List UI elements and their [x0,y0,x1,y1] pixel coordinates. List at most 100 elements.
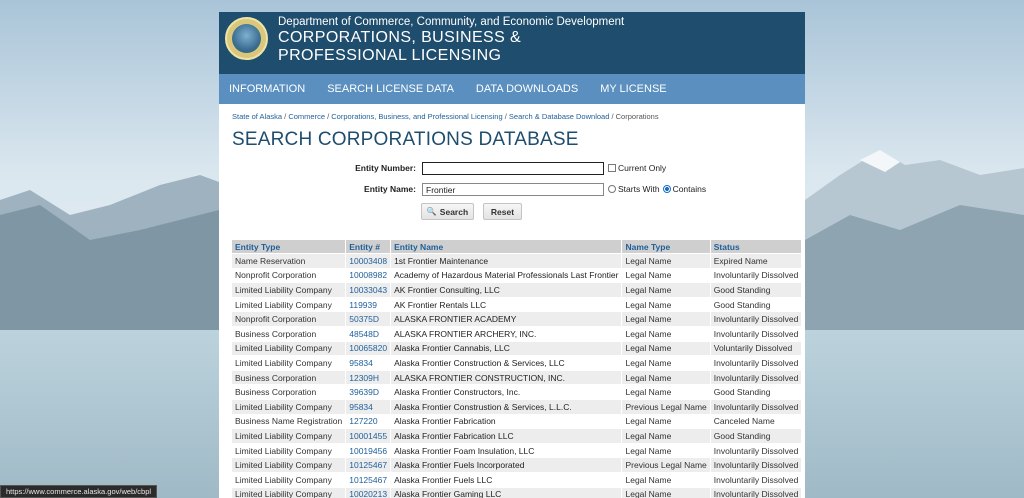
entity-type-cell: Nonprofit Corporation [230,267,347,284]
entity-type-cell: Limited Liability Company [230,398,347,415]
entity-number-link[interactable]: 12309H [349,372,380,383]
entity-number-link[interactable]: 127220 [349,416,378,427]
nav-search-license-data[interactable]: SEARCH LICENSE DATA [327,83,454,95]
table-row: Limited Liability Company 95834 Alaska Fro… [230,355,803,371]
entity-name-cell: ALASKA FRONTIER CONSTRUCTION, INC. [390,369,623,386]
site-header: Department of Commerce, Community, and E… [219,12,805,74]
status-cell: Good Standing [709,296,803,313]
entity-name-link[interactable]: Alaska Frontier Constructors, Inc. [394,387,521,398]
table-header-row: Entity Type Entity # Entity Name Name Ty… [230,239,803,254]
entity-name-link[interactable]: AK Frontier Consulting, LLC [394,284,500,295]
entity-name-link[interactable]: Alaska Frontier Fabrication [394,416,496,427]
entity-number-link[interactable]: 10019456 [349,445,388,456]
breadcrumb-cbpl[interactable]: Corporations, Business, and Professional… [331,112,503,121]
entity-number-label: Entity Number: [355,163,416,173]
entity-number-cell: 39639D [345,384,392,400]
entity-number-link[interactable]: 119939 [349,299,377,310]
division-title-line2[interactable]: PROFESSIONAL LICENSING [278,47,502,64]
division-title-line1[interactable]: CORPORATIONS, BUSINESS & [278,29,522,46]
entity-name-link[interactable]: Alaska Frontier Construstion & Services,… [394,401,572,412]
entity-number-cell: 10003408 [345,253,392,269]
entity-name-link[interactable]: Alaska Frontier Foam Insulation, LLC [394,445,535,456]
entity-name-link[interactable]: ALASKA FRONTIER ACADEMY [394,314,517,325]
search-button[interactable]: 🔍 Search [421,203,474,220]
entity-name-cell: Alaska Frontier Fuels LLC [390,471,623,488]
entity-type-cell: Limited Liability Company [230,355,347,371]
name-type-cell: Legal Name [621,428,711,444]
status-cell: Involuntarily Dissolved [709,311,803,327]
entity-name-link[interactable]: Alaska Frontier Fabrication LLC [394,430,514,441]
name-match-options: Starts With Contains [608,184,706,194]
entity-number-link[interactable]: 39639D [349,387,380,398]
entity-number-link[interactable]: 10033043 [349,284,388,295]
entity-number-link[interactable]: 10125467 [349,474,388,485]
entity-name-link[interactable]: ALASKA FRONTIER ARCHERY, INC. [394,328,537,339]
entity-name-link[interactable]: Academy of Hazardous Material Profession… [394,270,619,281]
status-cell: Involuntarily Dissolved [709,369,803,386]
entity-name-link[interactable]: Alaska Frontier Fuels LLC [394,474,493,485]
status-cell: Involuntarily Dissolved [709,325,803,342]
entity-number-input[interactable] [422,162,604,175]
entity-name-link[interactable]: ALASKA FRONTIER CONSTRUCTION, INC. [394,372,566,383]
entity-name-cell: Alaska Frontier Constructors, Inc. [390,384,623,400]
current-only-option[interactable]: Current Only [608,163,666,173]
table-row: Limited Liability Company 10019456 Alaska … [230,442,803,459]
entity-type-cell: Limited Liability Company [230,340,347,357]
table-row: Nonprofit Corporation 10008982 Academy of … [230,267,803,284]
alaska-seal-icon[interactable] [225,17,268,60]
entity-name-input[interactable] [422,183,604,196]
entity-type-cell: Nonprofit Corporation [230,311,347,327]
entity-number-link[interactable]: 95834 [349,401,373,412]
name-type-cell: Previous Legal Name [621,398,711,415]
header-status[interactable]: Status [709,239,803,254]
entity-name-link[interactable]: Alaska Frontier Gaming LLC [394,489,502,498]
entity-name-cell: Alaska Frontier Foam Insulation, LLC [390,442,623,459]
entity-number-link[interactable]: 10008982 [349,270,388,281]
entity-number-link[interactable]: 10020213 [349,489,388,498]
entity-number-link[interactable]: 50375D [349,314,380,325]
entity-number-link[interactable]: 48548D [349,328,380,339]
header-entity-name[interactable]: Entity Name [390,239,623,254]
entity-number-cell: 119939 [345,296,392,313]
entity-number-link[interactable]: 10065820 [349,343,388,354]
reset-button[interactable]: Reset [483,203,522,220]
breadcrumb-state-of-alaska[interactable]: State of Alaska [232,112,283,121]
starts-with-radio[interactable] [608,185,616,193]
results-table: Entity Type Entity # Entity Name Name Ty… [230,239,803,498]
entity-name-link[interactable]: AK Frontier Rentals LLC [394,299,487,310]
entity-type-cell: Limited Liability Company [230,471,347,488]
entity-number-link[interactable]: 95834 [349,357,373,368]
entity-number-link[interactable]: 10125467 [349,460,388,471]
entity-name-cell: ALASKA FRONTIER ARCHERY, INC. [390,325,623,342]
header-name-type[interactable]: Name Type [621,239,711,254]
results-body: Name Reservation 10003408 1st Frontier Mai… [230,253,803,498]
entity-number-link[interactable]: 10001455 [349,430,388,441]
name-type-cell: Legal Name [621,355,711,371]
header-entity-number[interactable]: Entity # [345,239,392,254]
entity-name-link[interactable]: Alaska Frontier Fuels Incorporated [394,460,525,471]
entity-number-cell: 50375D [345,311,392,327]
table-row: Business Corporation 39639D Alaska Frontie… [230,384,803,400]
nav-information[interactable]: INFORMATION [229,83,306,95]
entity-name-link[interactable]: Alaska Frontier Construction & Services,… [394,357,565,368]
entity-type-cell: Business Name Registration [230,413,347,430]
entity-type-cell: Limited Liability Company [230,296,347,313]
breadcrumb-search-download[interactable]: Search & Database Download [508,112,610,121]
entity-type-cell: Business Corporation [230,369,347,386]
nav-my-license[interactable]: MY LICENSE [600,83,667,95]
name-type-cell: Legal Name [621,384,711,400]
entity-name-link[interactable]: 1st Frontier Maintenance [394,255,489,266]
department-name: Department of Commerce, Community, and E… [278,16,625,28]
contains-radio[interactable] [662,185,671,193]
current-only-checkbox[interactable] [608,164,616,172]
entity-name-cell: Academy of Hazardous Material Profession… [390,267,623,284]
breadcrumb: State of Alaska / Commerce / Corporation… [232,112,659,121]
header-entity-type[interactable]: Entity Type [230,239,347,254]
nav-data-downloads[interactable]: DATA DOWNLOADS [475,83,579,95]
entity-number-link[interactable]: 10003408 [349,255,388,266]
entity-number-cell: 10001455 [345,428,392,444]
entity-name-link[interactable]: Alaska Frontier Cannabis, LLC [394,343,510,354]
breadcrumb-commerce[interactable]: Commerce [288,112,325,121]
status-cell: Good Standing [709,428,803,444]
table-row: Limited Liability Company 10065820 Alaska … [230,340,803,357]
